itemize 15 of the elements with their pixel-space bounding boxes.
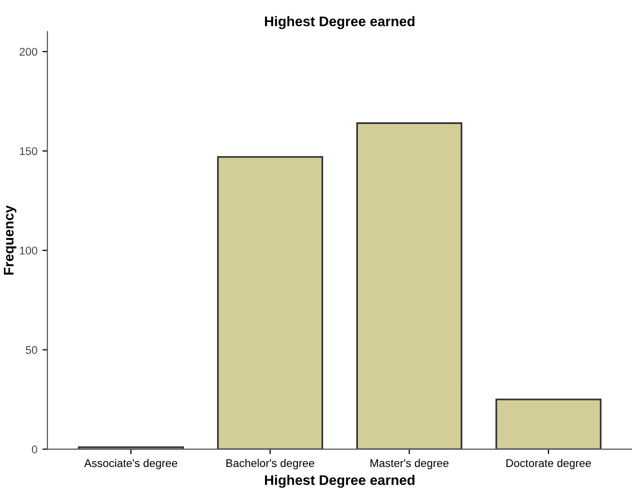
y-axis-title: Frequency: [4, 205, 16, 275]
y-tick-label: 200: [20, 48, 38, 56]
chart-title: Highest Degree earned: [264, 16, 414, 30]
y-tick-label: 150: [20, 147, 38, 156]
y-tick-label: 100: [20, 246, 38, 255]
x-tick-label: Associate's degree: [84, 458, 178, 470]
bar: [356, 122, 462, 450]
x-axis-title: Highest Degree earned: [264, 474, 414, 488]
y-tick-label: 50: [26, 346, 38, 354]
x-tick-label: Doctorate degree: [506, 458, 591, 470]
x-tick-label: Bachelor's degree: [226, 458, 314, 470]
y-tick-label: 0: [32, 445, 38, 454]
bar: [217, 156, 324, 450]
x-tick-label: Master's degree: [370, 458, 448, 470]
bar: [495, 398, 602, 450]
